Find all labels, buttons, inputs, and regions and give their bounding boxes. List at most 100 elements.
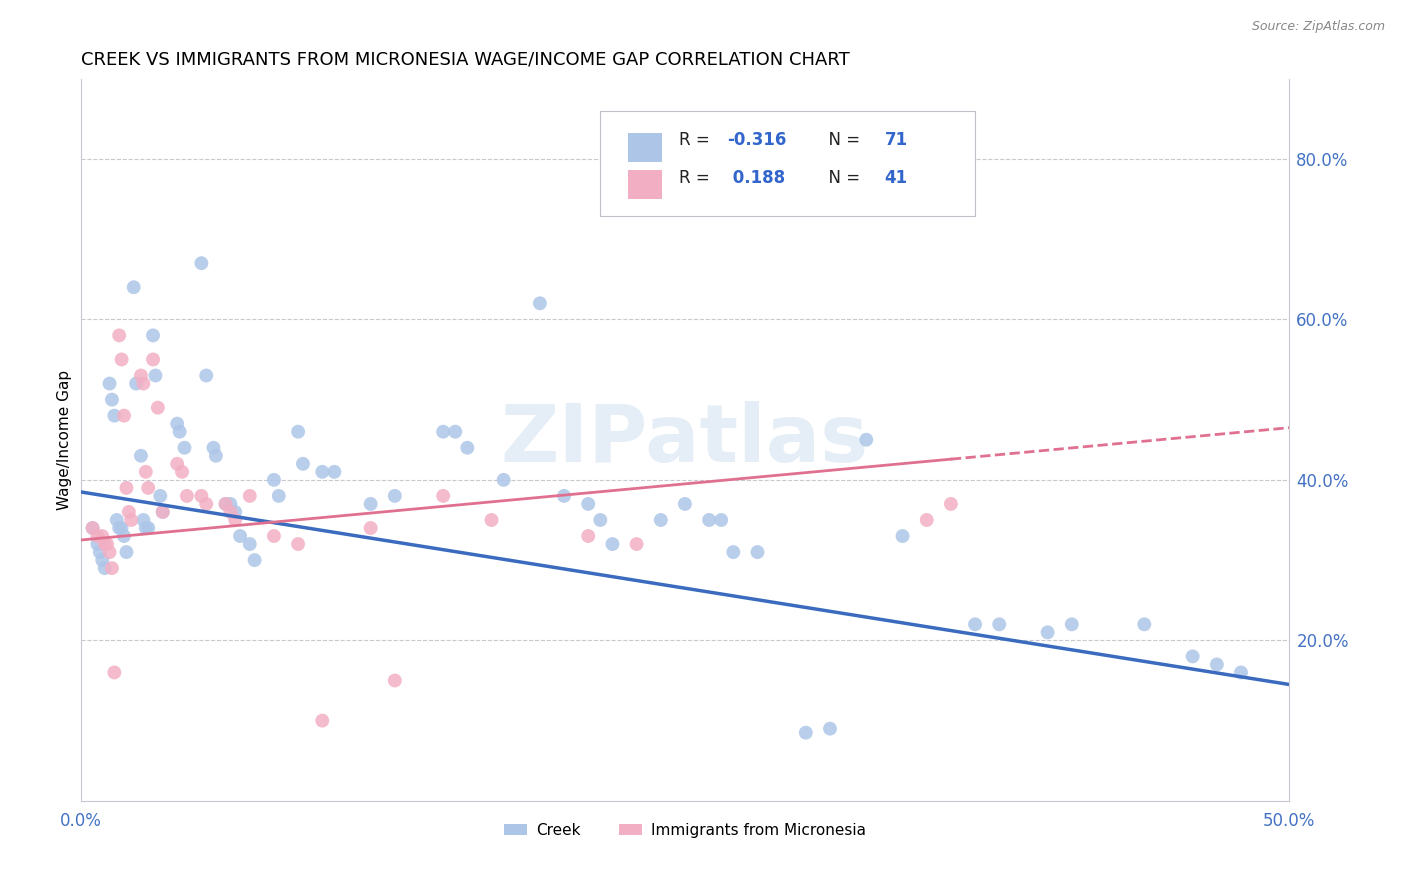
Point bbox=[132, 513, 155, 527]
Point bbox=[145, 368, 167, 383]
Point bbox=[626, 537, 648, 551]
Point bbox=[152, 505, 174, 519]
Point bbox=[169, 425, 191, 439]
Point bbox=[195, 497, 218, 511]
Point bbox=[384, 489, 406, 503]
Point bbox=[794, 725, 817, 739]
Text: 71: 71 bbox=[884, 131, 907, 149]
Point bbox=[432, 425, 454, 439]
Text: R =: R = bbox=[679, 131, 714, 149]
Point bbox=[142, 328, 165, 343]
Text: N =: N = bbox=[818, 169, 865, 187]
Bar bbox=[628, 170, 662, 199]
Point bbox=[1060, 617, 1083, 632]
Point bbox=[311, 465, 333, 479]
Point bbox=[239, 537, 262, 551]
Point bbox=[481, 513, 503, 527]
Point bbox=[492, 473, 515, 487]
Point bbox=[93, 537, 115, 551]
Point bbox=[108, 521, 131, 535]
Point bbox=[650, 513, 672, 527]
Point bbox=[818, 722, 841, 736]
Text: 0.188: 0.188 bbox=[727, 169, 786, 187]
Point bbox=[125, 376, 148, 391]
Point bbox=[1205, 657, 1227, 672]
Point bbox=[136, 521, 159, 535]
Point bbox=[103, 665, 125, 680]
Point bbox=[202, 441, 225, 455]
Point bbox=[91, 553, 114, 567]
Point bbox=[263, 529, 285, 543]
Point bbox=[360, 521, 382, 535]
Point bbox=[135, 521, 157, 535]
Point bbox=[112, 409, 135, 423]
Point bbox=[323, 465, 346, 479]
Point bbox=[965, 617, 987, 632]
Point bbox=[86, 529, 108, 543]
Point bbox=[673, 497, 696, 511]
Point bbox=[195, 368, 218, 383]
Point bbox=[152, 505, 174, 519]
Point bbox=[939, 497, 962, 511]
Point bbox=[118, 505, 141, 519]
Point bbox=[132, 376, 155, 391]
Point bbox=[110, 521, 132, 535]
Point bbox=[86, 537, 108, 551]
Point bbox=[82, 521, 104, 535]
Point bbox=[122, 280, 145, 294]
Point bbox=[602, 537, 624, 551]
Point bbox=[697, 513, 720, 527]
Point bbox=[267, 489, 290, 503]
Point bbox=[112, 529, 135, 543]
Point bbox=[101, 392, 124, 407]
Point bbox=[190, 256, 212, 270]
Point bbox=[190, 489, 212, 503]
Point bbox=[747, 545, 769, 559]
Point bbox=[146, 401, 169, 415]
Point bbox=[205, 449, 228, 463]
Text: Source: ZipAtlas.com: Source: ZipAtlas.com bbox=[1251, 20, 1385, 33]
Point bbox=[456, 441, 478, 455]
Point bbox=[166, 457, 188, 471]
Point bbox=[432, 489, 454, 503]
Point bbox=[136, 481, 159, 495]
Text: R =: R = bbox=[679, 169, 714, 187]
Point bbox=[214, 497, 236, 511]
Point bbox=[103, 409, 125, 423]
Point bbox=[915, 513, 938, 527]
Point bbox=[98, 545, 121, 559]
Point bbox=[224, 513, 246, 527]
Point bbox=[576, 529, 599, 543]
Point bbox=[129, 368, 152, 383]
Point bbox=[287, 537, 309, 551]
Point bbox=[1036, 625, 1059, 640]
Bar bbox=[628, 133, 662, 161]
Point bbox=[115, 545, 138, 559]
Point bbox=[170, 465, 193, 479]
Point bbox=[360, 497, 382, 511]
Point bbox=[120, 513, 142, 527]
Point bbox=[115, 481, 138, 495]
Point bbox=[229, 529, 252, 543]
Text: -0.316: -0.316 bbox=[727, 131, 786, 149]
Point bbox=[576, 497, 599, 511]
Point bbox=[444, 425, 467, 439]
Legend: Creek, Immigrants from Micronesia: Creek, Immigrants from Micronesia bbox=[498, 816, 872, 844]
Point bbox=[263, 473, 285, 487]
Point bbox=[173, 441, 195, 455]
Point bbox=[105, 513, 128, 527]
Text: 41: 41 bbox=[884, 169, 907, 187]
Point bbox=[129, 449, 152, 463]
Point bbox=[291, 457, 314, 471]
Point bbox=[149, 489, 172, 503]
Point bbox=[166, 417, 188, 431]
Point bbox=[101, 561, 124, 575]
Point bbox=[243, 553, 266, 567]
Point bbox=[384, 673, 406, 688]
Point bbox=[91, 529, 114, 543]
Point bbox=[1133, 617, 1156, 632]
Point bbox=[214, 497, 236, 511]
Point bbox=[855, 433, 877, 447]
Point bbox=[110, 352, 132, 367]
FancyBboxPatch shape bbox=[600, 112, 976, 216]
